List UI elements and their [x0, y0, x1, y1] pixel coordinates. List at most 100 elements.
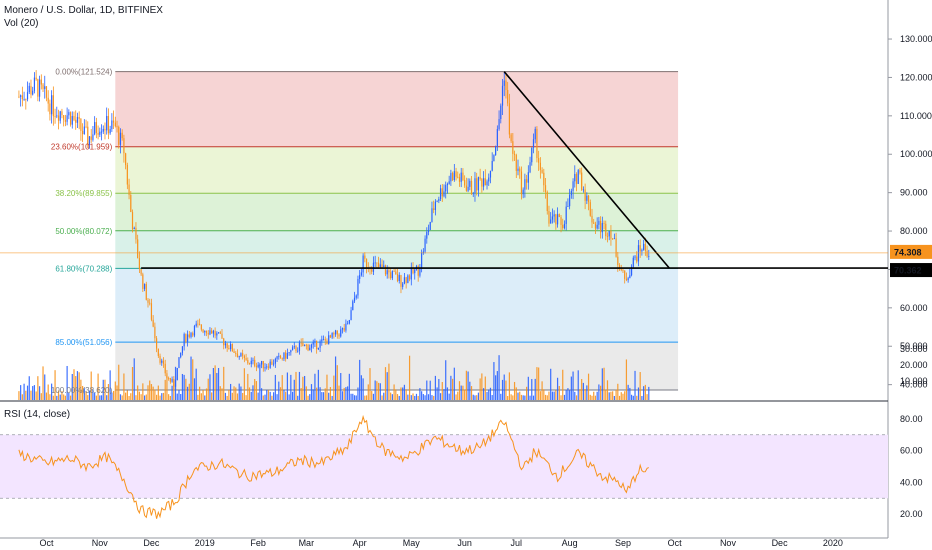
candle-body: [493, 155, 495, 162]
volume-bar: [42, 366, 44, 400]
candle-body: [581, 172, 583, 190]
candle-body: [180, 352, 182, 358]
volume-bar: [391, 394, 393, 400]
volume-bar: [254, 379, 256, 400]
time-tick-label: Jul: [511, 538, 523, 548]
candle-body: [28, 85, 30, 93]
volume-bar: [439, 393, 442, 400]
candle-body: [195, 323, 197, 326]
volume-bar: [197, 394, 199, 400]
volume-bar: [452, 378, 454, 400]
candle-body: [111, 120, 113, 130]
volume-bar: [539, 391, 541, 400]
volume-bar: [458, 381, 461, 400]
volume-bar: [472, 394, 474, 400]
volume-bar: [94, 392, 96, 400]
candle-body: [63, 115, 65, 120]
volume-bar: [223, 366, 225, 400]
candle-body: [298, 342, 301, 351]
candle-body: [390, 272, 392, 279]
volume-bar: [128, 395, 130, 400]
candle-body: [507, 90, 509, 104]
volume-bar: [460, 385, 462, 400]
candle-body: [419, 267, 421, 276]
candle-body: [620, 268, 622, 271]
volume-bar: [505, 380, 507, 400]
volume-bar: [276, 394, 278, 400]
candle-body: [217, 332, 220, 334]
volume-bar: [57, 390, 60, 400]
volume-bar: [508, 372, 510, 400]
candle-body: [558, 214, 560, 218]
volume-bar: [421, 391, 423, 400]
candle-body: [403, 277, 406, 284]
candle-body: [629, 275, 631, 279]
volume-bar: [224, 392, 227, 400]
candle-body: [254, 359, 256, 367]
volume-bar: [641, 395, 643, 400]
candle-body: [23, 99, 25, 100]
candle-body: [360, 272, 362, 276]
candle-body: [582, 189, 584, 191]
candles: [18, 70, 650, 390]
candle-body: [42, 84, 44, 89]
candle-body: [92, 134, 94, 140]
volume-bar: [20, 385, 22, 400]
time-tick-label: 2019: [195, 538, 215, 548]
candle-body: [570, 190, 572, 196]
volume-bar: [59, 394, 61, 400]
candle-body: [128, 184, 130, 196]
volume-bar: [47, 384, 49, 400]
candle-body: [584, 189, 586, 201]
candle-body: [544, 185, 547, 192]
price-tick-label: 60.000: [900, 303, 928, 313]
volume-bar: [159, 395, 161, 400]
candle-body: [316, 340, 318, 350]
candle-body: [78, 117, 80, 119]
volume-bar: [212, 368, 214, 400]
volume-bar: [481, 373, 483, 400]
volume-bar: [317, 369, 319, 400]
candle-body: [314, 340, 316, 343]
candle-body: [266, 366, 268, 368]
volume-bar: [381, 395, 383, 400]
candle-body: [40, 79, 42, 85]
candle-body: [207, 333, 209, 335]
volume-bar: [329, 387, 332, 400]
candle-body: [427, 229, 430, 233]
volume-bar: [305, 386, 307, 400]
candle-body: [52, 95, 54, 117]
candle-body: [69, 112, 72, 125]
candle-body: [66, 115, 68, 122]
volume-bar: [259, 364, 261, 400]
candle-body: [243, 355, 245, 359]
volume-bar: [550, 368, 552, 400]
candle-body: [164, 363, 166, 374]
volume-bar: [69, 395, 72, 400]
candle-body: [546, 191, 548, 212]
volume-bar: [620, 392, 622, 400]
candle-body: [441, 188, 443, 197]
volume-bar: [66, 365, 68, 400]
candle-body: [271, 361, 273, 365]
volume-bar: [302, 376, 304, 400]
candle-body: [524, 179, 526, 190]
volume-bar: [417, 395, 419, 400]
volume-bar: [169, 395, 171, 400]
candle-body: [56, 115, 58, 117]
candle-body: [421, 252, 423, 268]
rsi-tick-label: 80.00: [900, 414, 923, 424]
volume-bar: [49, 394, 51, 400]
volume-bar: [598, 384, 600, 400]
volume-bar: [493, 362, 495, 400]
volume-bar: [255, 381, 258, 400]
fib-labels: 0.00%(121.524) 23.60%(101.959) 38.20%(89.8…: [51, 68, 113, 395]
volume-bar: [250, 391, 252, 400]
volume-bar: [90, 371, 92, 400]
candle-body: [149, 302, 151, 304]
volume-bar: [142, 383, 144, 400]
candle-body: [317, 347, 319, 350]
volume-bar: [130, 393, 132, 400]
candle-body: [154, 326, 156, 339]
